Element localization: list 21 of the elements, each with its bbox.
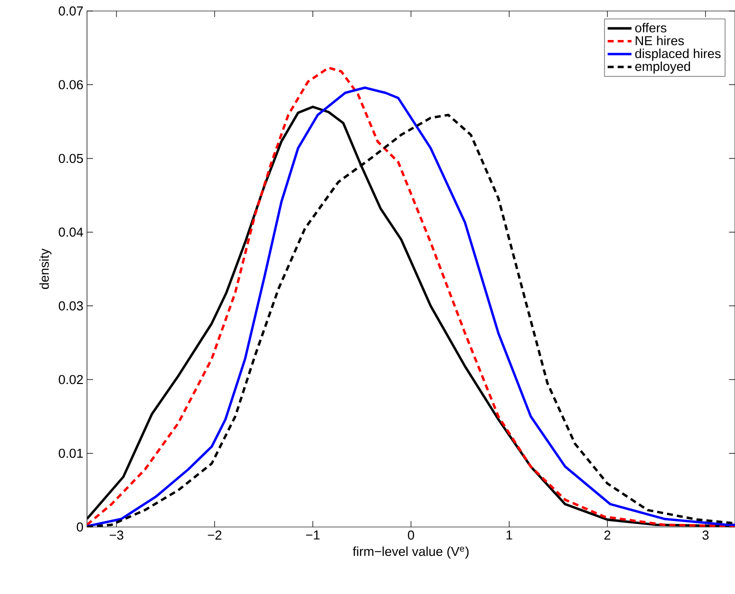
y-axis-title: density (39, 248, 52, 289)
x-tick-label: −1 (306, 530, 320, 540)
y-tick-label: 0.05 (58, 154, 83, 164)
x-tick-label: 3 (702, 530, 709, 540)
x-tick-label: 2 (604, 530, 610, 540)
y-tick-label: 0 (76, 522, 83, 532)
legend-label: employed (635, 62, 690, 74)
x-tick-label: 0 (408, 530, 414, 540)
y-tick-label: 0.07 (58, 6, 83, 16)
legend-label: displaced hires (635, 48, 721, 61)
legend-label: offers (635, 22, 666, 32)
y-tick-label: 0.03 (58, 301, 83, 310)
y-tick-label: 0.06 (58, 80, 83, 90)
x-axis-title: firm−level value (V$^{e}$) (352, 546, 469, 559)
y-tick-label: 0.01 (58, 448, 83, 458)
y-tick-label: 0.02 (58, 374, 83, 384)
y-tick-label: 0.04 (58, 228, 84, 237)
x-tick-label: −2 (208, 530, 222, 540)
legend-label: NE hires (636, 36, 684, 46)
x-tick-label: −3 (110, 530, 124, 540)
x-tick-label: 1 (506, 530, 512, 540)
